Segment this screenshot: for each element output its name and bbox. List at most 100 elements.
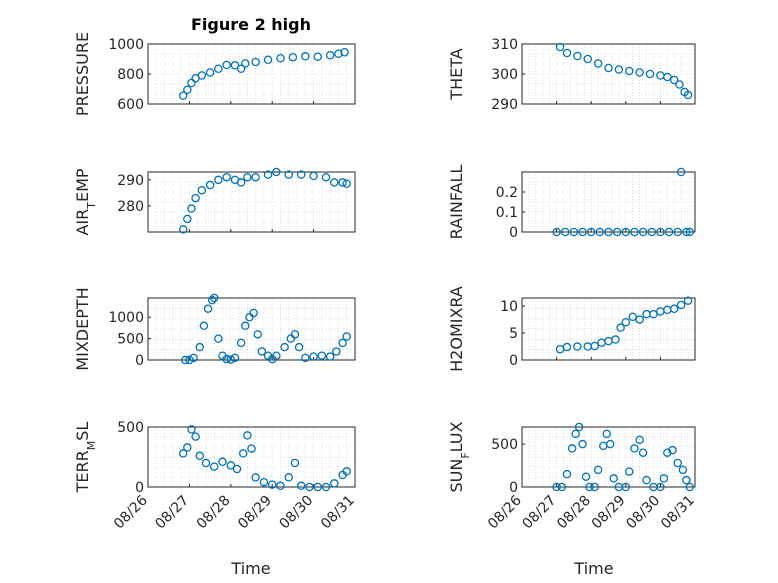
data-point bbox=[555, 42, 565, 52]
data-point bbox=[611, 335, 620, 344]
data-point bbox=[338, 178, 347, 187]
data-point bbox=[181, 355, 190, 365]
data-point bbox=[290, 330, 300, 339]
data-point bbox=[621, 482, 631, 492]
data-point bbox=[334, 49, 343, 59]
data-point bbox=[330, 479, 339, 488]
data-point bbox=[276, 481, 285, 491]
y-tick-label: 280 bbox=[117, 199, 144, 215]
data-point bbox=[628, 312, 637, 322]
subplot-6: 0 5 10 H2OMIXRA bbox=[447, 286, 696, 372]
data-point bbox=[236, 338, 246, 348]
data-point bbox=[583, 54, 592, 64]
data-point bbox=[309, 171, 318, 181]
axes-box bbox=[147, 297, 356, 361]
data-point bbox=[301, 52, 310, 61]
data-point bbox=[638, 227, 648, 237]
data-point bbox=[602, 429, 612, 439]
y-tick-label: 310 bbox=[491, 37, 518, 53]
y-axis-label: RAINFALL bbox=[447, 165, 466, 240]
data-point bbox=[605, 439, 615, 449]
data-point bbox=[317, 351, 327, 360]
data-point bbox=[574, 422, 584, 432]
data-point bbox=[583, 342, 592, 351]
y-axis-label: PRESSURE bbox=[73, 32, 92, 116]
y-tick-label: 1000 bbox=[108, 37, 144, 53]
y-tick-label: 0 bbox=[135, 353, 144, 369]
data-point bbox=[678, 465, 688, 475]
data-point bbox=[205, 68, 215, 77]
data-point bbox=[313, 482, 322, 492]
data-point bbox=[330, 178, 339, 187]
data-point bbox=[284, 170, 294, 179]
data-point bbox=[191, 193, 200, 203]
x-tick-label: 08/31 bbox=[658, 493, 698, 533]
data-point bbox=[642, 475, 651, 485]
data-point bbox=[573, 342, 582, 351]
y-tick-label: 600 bbox=[117, 97, 144, 113]
data-point bbox=[685, 227, 695, 237]
data-point bbox=[676, 300, 686, 310]
data-point bbox=[232, 464, 242, 474]
data-point bbox=[625, 467, 634, 476]
y-tick-label: 0 bbox=[135, 480, 144, 496]
x-axis-label-left: Time bbox=[230, 559, 270, 578]
data-point bbox=[201, 458, 211, 468]
data-point bbox=[199, 321, 209, 331]
data-point bbox=[197, 186, 207, 195]
data-point bbox=[251, 172, 260, 182]
data-point bbox=[197, 71, 207, 80]
data-point bbox=[243, 431, 252, 440]
data-point bbox=[251, 57, 260, 67]
y-axis-label: AIRTEMP bbox=[73, 168, 98, 235]
data-point bbox=[673, 458, 682, 468]
subplot-5: 0 500 1000 MIXDEPTH bbox=[73, 287, 356, 371]
data-point bbox=[183, 214, 192, 224]
y-tick-label: 10 bbox=[500, 299, 518, 315]
data-point bbox=[236, 64, 246, 74]
data-point bbox=[685, 482, 695, 492]
data-point bbox=[567, 444, 577, 453]
data-point bbox=[189, 353, 198, 363]
data-point bbox=[280, 342, 289, 352]
data-point bbox=[599, 441, 608, 451]
data-point bbox=[214, 175, 223, 185]
data-point bbox=[195, 342, 204, 352]
data-point bbox=[332, 347, 341, 356]
data-point bbox=[609, 474, 618, 483]
data-point bbox=[209, 462, 219, 471]
data-point bbox=[669, 75, 679, 85]
x-tick-label: 08/31 bbox=[318, 493, 358, 533]
data-point bbox=[597, 338, 606, 347]
y-axis-label: MIXDEPTH bbox=[73, 287, 92, 370]
data-point bbox=[656, 482, 665, 492]
y-tick-label: 0.2 bbox=[496, 185, 518, 201]
data-point bbox=[284, 473, 294, 482]
data-point bbox=[645, 69, 655, 79]
data-point bbox=[185, 355, 194, 365]
data-point bbox=[183, 85, 192, 95]
x-tick-label: 08/28 bbox=[194, 493, 234, 533]
data-point bbox=[621, 227, 631, 237]
axes-box bbox=[521, 426, 696, 488]
data-point bbox=[187, 204, 196, 213]
data-point bbox=[241, 321, 250, 331]
data-point bbox=[663, 448, 672, 457]
x-tick-label: 08/27 bbox=[152, 493, 192, 533]
y-axis-label: H2OMIXRA bbox=[447, 286, 466, 372]
data-point bbox=[656, 71, 665, 80]
data-point bbox=[195, 451, 204, 461]
data-point bbox=[630, 227, 639, 237]
data-point bbox=[257, 347, 267, 356]
data-point bbox=[203, 304, 213, 313]
figure-title: Figure 2 high bbox=[191, 15, 311, 34]
data-point bbox=[272, 351, 281, 360]
y-tick-label: 0 bbox=[509, 225, 518, 241]
data-point bbox=[586, 227, 596, 237]
x-tick-label: 08/26 bbox=[111, 492, 151, 532]
data-point bbox=[562, 48, 572, 58]
data-point bbox=[290, 458, 300, 468]
data-point bbox=[309, 352, 318, 361]
data-point bbox=[296, 170, 306, 179]
